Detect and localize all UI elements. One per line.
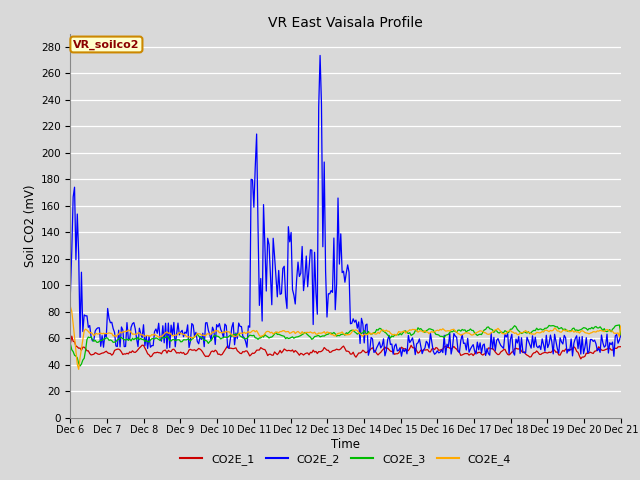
CO2E_4 bbox=[75, 366, 83, 372]
X-axis label: Time: Time bbox=[331, 438, 360, 451]
Y-axis label: Soil CO2 (mV): Soil CO2 (mV) bbox=[24, 184, 36, 267]
CO2E_3 bbox=[468, 327, 476, 333]
Title: VR East Vaisala Profile: VR East Vaisala Profile bbox=[268, 16, 423, 30]
CO2E_3 bbox=[617, 332, 625, 337]
CO2E_1 bbox=[286, 348, 294, 353]
CO2E_4 bbox=[617, 323, 625, 329]
CO2E_1 bbox=[468, 351, 476, 357]
CO2E_4 bbox=[67, 304, 74, 310]
CO2E_1 bbox=[577, 356, 584, 362]
CO2E_2 bbox=[610, 353, 618, 359]
Legend: CO2E_1, CO2E_2, CO2E_3, CO2E_4: CO2E_1, CO2E_2, CO2E_3, CO2E_4 bbox=[175, 450, 516, 469]
Line: CO2E_2: CO2E_2 bbox=[70, 56, 621, 356]
CO2E_4 bbox=[468, 332, 476, 338]
CO2E_2 bbox=[246, 324, 253, 330]
CO2E_3 bbox=[134, 334, 142, 340]
CO2E_4 bbox=[247, 329, 255, 335]
Line: CO2E_1: CO2E_1 bbox=[70, 336, 621, 359]
Line: CO2E_4: CO2E_4 bbox=[70, 307, 621, 369]
CO2E_3 bbox=[414, 325, 422, 331]
CO2E_4 bbox=[465, 330, 473, 336]
CO2E_2 bbox=[468, 344, 476, 349]
CO2E_2 bbox=[414, 340, 422, 346]
CO2E_1 bbox=[465, 352, 473, 358]
CO2E_2 bbox=[285, 224, 292, 229]
CO2E_3 bbox=[465, 327, 473, 333]
CO2E_1 bbox=[414, 350, 422, 356]
Line: CO2E_3: CO2E_3 bbox=[70, 325, 621, 366]
CO2E_3 bbox=[616, 322, 623, 328]
CO2E_2 bbox=[617, 332, 625, 337]
CO2E_1 bbox=[68, 333, 76, 339]
CO2E_1 bbox=[67, 341, 74, 347]
CO2E_3 bbox=[67, 341, 74, 347]
CO2E_4 bbox=[286, 330, 294, 336]
CO2E_1 bbox=[134, 347, 142, 352]
CO2E_1 bbox=[617, 344, 625, 349]
Text: VR_soilco2: VR_soilco2 bbox=[73, 39, 140, 49]
CO2E_4 bbox=[134, 330, 142, 336]
CO2E_3 bbox=[247, 333, 255, 338]
CO2E_2 bbox=[465, 349, 473, 355]
CO2E_3 bbox=[76, 363, 84, 369]
CO2E_2 bbox=[316, 53, 324, 59]
CO2E_4 bbox=[414, 329, 422, 335]
CO2E_1 bbox=[247, 352, 255, 358]
CO2E_3 bbox=[286, 336, 294, 341]
CO2E_2 bbox=[67, 290, 74, 296]
CO2E_2 bbox=[132, 336, 140, 342]
